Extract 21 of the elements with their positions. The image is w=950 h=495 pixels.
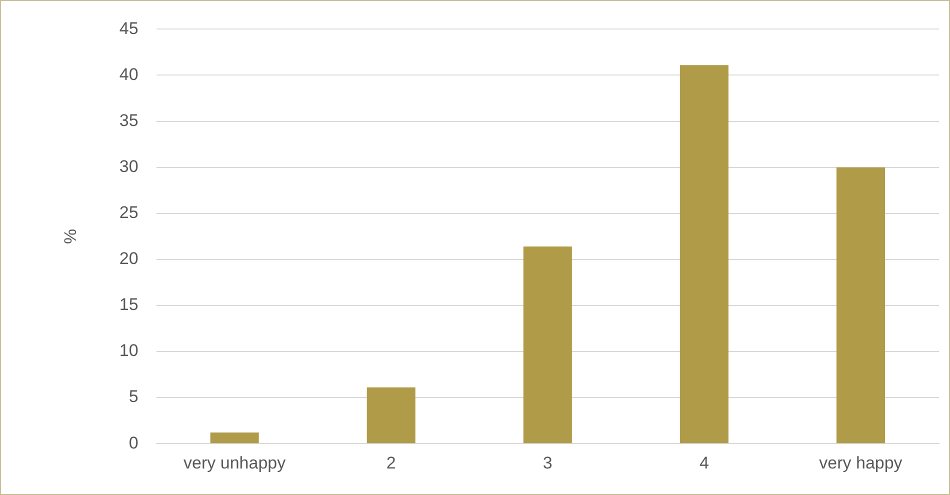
y-tick-label: 40 — [119, 64, 138, 84]
y-tick-label: 10 — [119, 341, 138, 360]
y-tick-label: 0 — [128, 433, 138, 452]
x-tick-label: 2 — [386, 453, 396, 472]
bar — [836, 167, 885, 444]
y-tick-label: 35 — [119, 110, 138, 130]
y-axis-title: % — [60, 228, 80, 244]
bar — [366, 387, 416, 444]
x-tick-label: very happy — [819, 453, 903, 472]
y-tick-label: 25 — [119, 203, 138, 222]
y-tick-label: 20 — [119, 249, 138, 268]
bar — [210, 432, 259, 444]
bar — [680, 65, 728, 444]
x-tick-label: 4 — [699, 453, 709, 472]
bar — [523, 246, 572, 444]
y-tick-label: 5 — [128, 387, 138, 406]
x-tick-label: 3 — [542, 453, 552, 472]
x-tick-label: very unhappy — [184, 453, 286, 472]
y-tick-label: 45 — [119, 18, 138, 38]
y-tick-label: 30 — [119, 157, 138, 176]
y-tick-label: 15 — [119, 295, 138, 314]
